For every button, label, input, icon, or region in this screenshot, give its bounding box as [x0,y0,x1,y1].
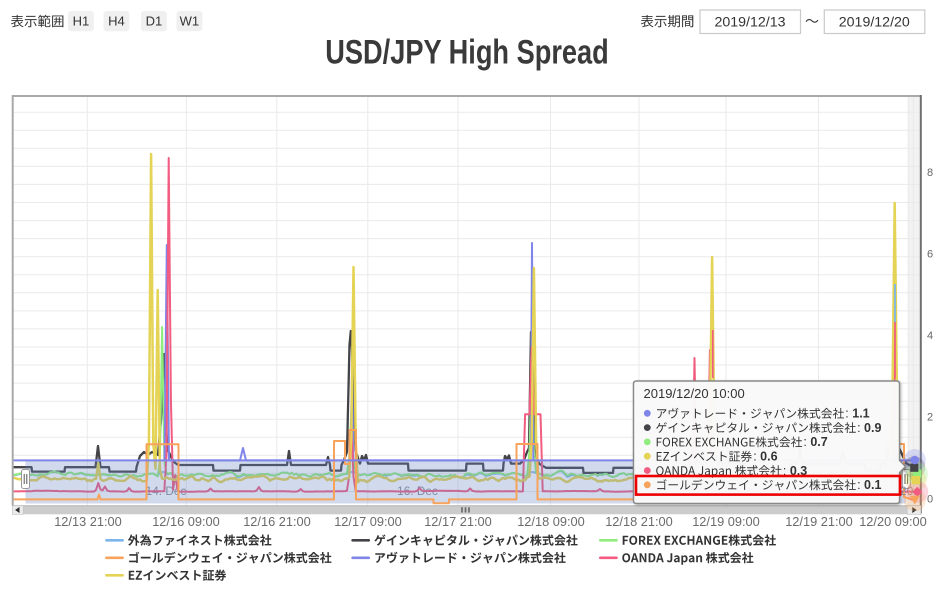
svg-text:4: 4 [927,330,933,342]
svg-text:12/18 21:00: 12/18 21:00 [605,514,673,529]
svg-text:2019/12/13: 2019/12/13 [714,14,785,30]
svg-text:8: 8 [927,167,933,179]
svg-text:12/16 09:00: 12/16 09:00 [152,514,220,529]
svg-text:H4: H4 [108,14,125,29]
svg-text:2: 2 [927,411,933,423]
svg-text:12/16 21:00: 12/16 21:00 [243,514,311,529]
svg-text:: 0.7: : 0.7 [803,435,827,449]
svg-text:W1: W1 [180,14,200,29]
svg-text:12/19 09:00: 12/19 09:00 [692,514,760,529]
svg-text:12/17 09:00: 12/17 09:00 [334,514,402,529]
svg-text:12/17 21:00: 12/17 21:00 [424,514,492,529]
svg-text:H1: H1 [73,14,90,29]
svg-text:: 0.6: : 0.6 [753,450,777,464]
svg-text:0: 0 [927,493,933,505]
svg-text:12/18 09:00: 12/18 09:00 [517,514,585,529]
svg-text:12/20 09:00: 12/20 09:00 [859,514,927,529]
svg-text:6: 6 [927,248,933,260]
svg-text:12/13 21:00: 12/13 21:00 [54,514,122,529]
svg-text:D1: D1 [146,14,163,29]
svg-text:: 0.3: : 0.3 [783,464,807,478]
svg-text:2019/12/20: 2019/12/20 [839,14,910,30]
svg-text:2019/12/20 10:00: 2019/12/20 10:00 [644,386,745,401]
svg-text:USD/JPY High Spread: USD/JPY High Spread [325,33,608,72]
svg-text:: 0.9: : 0.9 [857,421,881,435]
svg-text:: 0.1: : 0.1 [857,478,881,492]
svg-text:: 1.1: : 1.1 [845,407,869,421]
svg-text:12/19 21:00: 12/19 21:00 [785,514,853,529]
